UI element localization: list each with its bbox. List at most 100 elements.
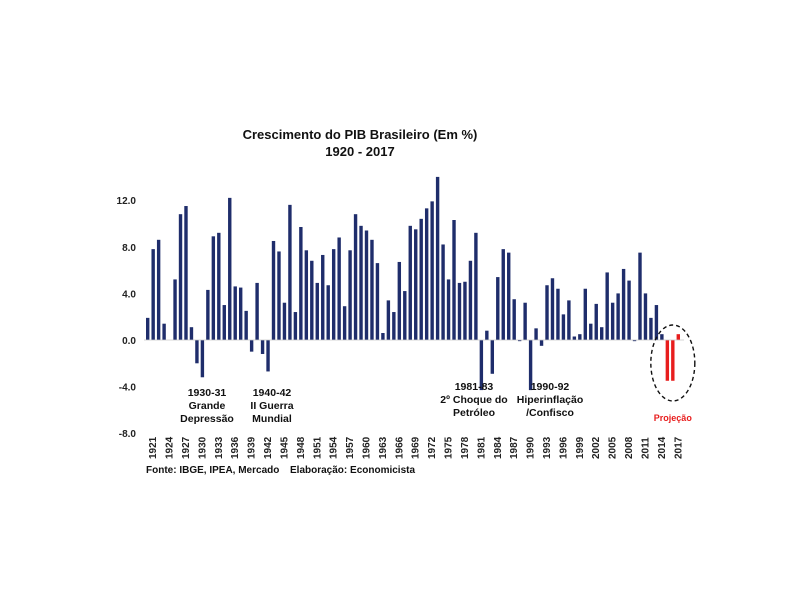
- bar-2004: [605, 272, 609, 340]
- source-note: Fonte: IBGE, IPEA, Mercado: [146, 465, 280, 476]
- bar-1929: [195, 340, 199, 364]
- bar-1955: [337, 237, 341, 340]
- x-tick-label: 1999: [575, 436, 586, 459]
- bar-1983: [490, 340, 495, 374]
- x-tick-label: 1921: [148, 436, 159, 459]
- annotation-line: 2º Choque do: [440, 394, 507, 406]
- projection-highlight: Projeção: [650, 324, 696, 423]
- bar-1925: [173, 279, 177, 340]
- x-tick-label: 1984: [493, 436, 504, 459]
- bar-1956: [342, 306, 347, 340]
- projection-circle: [650, 324, 696, 402]
- bar-1982: [485, 330, 489, 340]
- bar-1934: [222, 305, 226, 340]
- annotation-line: Hiperinflação: [517, 394, 584, 406]
- bar-1985: [501, 249, 505, 340]
- annotation-line: 1930-31: [188, 387, 227, 399]
- x-tick-label: 1981: [476, 436, 487, 459]
- annotation-line: /Confisco: [526, 407, 574, 419]
- bar-1923: [162, 323, 166, 340]
- annotation-line: Mundial: [252, 413, 292, 425]
- bar-2011: [643, 293, 648, 340]
- annotation-line: Petróleo: [453, 407, 495, 419]
- bar-1922: [156, 239, 161, 340]
- bar-1974: [441, 244, 445, 340]
- chart-title-block: Crescimento do PIB Brasileiro (Em %) 192…: [150, 126, 570, 160]
- bar-1942: [266, 340, 270, 372]
- x-tick-label: 1936: [230, 436, 241, 459]
- bar-1928: [189, 327, 194, 340]
- x-tick-label: 1969: [411, 436, 422, 459]
- x-tick-label: 1987: [509, 436, 520, 459]
- bar-1999: [578, 334, 582, 340]
- x-tick-label: 2005: [608, 436, 619, 459]
- bar-2012: [649, 317, 653, 340]
- bar-1986: [507, 252, 511, 340]
- bar-1932: [211, 236, 216, 340]
- bar-1990: [528, 340, 533, 391]
- x-tick-label: 2017: [673, 436, 684, 459]
- x-tick-label: 1945: [279, 436, 290, 459]
- bar-1940: [255, 282, 259, 340]
- bar-2009: [632, 340, 637, 342]
- bar-1963: [381, 333, 385, 340]
- bar-1964: [386, 300, 391, 340]
- bar-1976: [452, 220, 456, 340]
- bar-1953: [326, 285, 330, 340]
- bar-1962: [375, 263, 380, 340]
- bar-1980: [474, 232, 478, 340]
- bar-1939: [249, 340, 254, 352]
- bar-1997: [567, 300, 571, 340]
- annotation-line: Grande: [189, 400, 226, 412]
- bar-1935: [228, 197, 232, 340]
- bar-1957: [348, 250, 352, 340]
- annotation-line: Depressão: [180, 413, 234, 425]
- x-tick-label: 1993: [542, 436, 553, 459]
- bar-1944: [277, 251, 281, 340]
- bar-1967: [403, 291, 407, 340]
- bar-1970: [419, 218, 423, 340]
- bar-1952: [321, 254, 325, 340]
- bar-1954: [331, 249, 336, 340]
- bar-1949: [304, 250, 309, 340]
- bar-1941: [260, 340, 265, 354]
- x-tick-label: 1990: [526, 436, 537, 459]
- bar-1951: [315, 282, 319, 340]
- x-tick-label: 2002: [591, 436, 602, 459]
- bar-2002: [594, 303, 598, 340]
- y-tick-label: 4.0: [122, 289, 136, 300]
- author-note: Elaboração: Economicista: [290, 465, 416, 476]
- y-axis-ticks: 12.0 8.0 4.0 0.0 -4.0 -8.0: [117, 196, 137, 440]
- bar-2014: [660, 334, 664, 340]
- y-tick-label: 0.0: [122, 336, 136, 347]
- bar-1994: [550, 278, 555, 340]
- x-tick-label: 1957: [345, 436, 356, 459]
- x-tick-label: 1978: [460, 436, 471, 459]
- bar-1993: [545, 285, 549, 340]
- x-tick-label: 1966: [394, 436, 405, 459]
- x-tick-label: 1975: [444, 436, 455, 459]
- bar-1938: [244, 310, 248, 340]
- bar-1927: [184, 206, 188, 340]
- projection-label: Projeção: [654, 413, 693, 423]
- bar-2000: [583, 288, 587, 340]
- y-tick-label: 12.0: [117, 196, 137, 207]
- y-tick-label: -4.0: [119, 383, 137, 394]
- bar-1987: [512, 299, 516, 340]
- bar-1948: [299, 226, 303, 340]
- annotation-line: II Guerra: [250, 400, 293, 412]
- annotation-line: 1990-92: [531, 381, 570, 393]
- bar-1981: [479, 340, 484, 391]
- x-tick-label: 1942: [263, 436, 274, 459]
- x-tick-label: 1930: [197, 436, 208, 459]
- bar-1968: [408, 225, 412, 340]
- bar-2007: [621, 268, 626, 340]
- bar-1950: [310, 260, 314, 340]
- bar-1946: [288, 204, 292, 340]
- bar-1943: [271, 240, 276, 340]
- bar-2013: [654, 305, 659, 340]
- bar-1965: [392, 312, 396, 340]
- bar-2008: [627, 280, 631, 340]
- bar-1937: [238, 287, 243, 340]
